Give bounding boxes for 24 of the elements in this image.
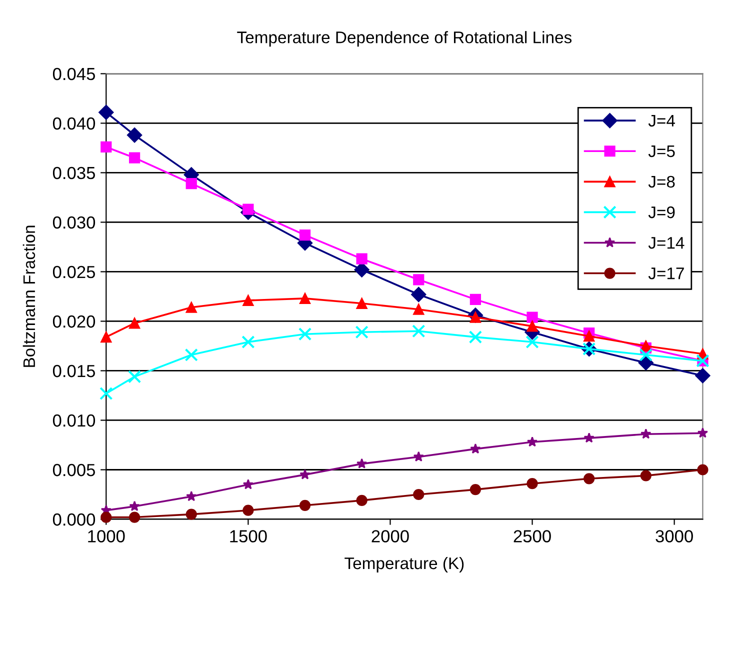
x-axis-title: Temperature (K): [344, 556, 464, 572]
legend-label: J=9: [648, 206, 675, 218]
x-tick-label: 2500: [514, 530, 551, 542]
y-tick-label: 0.025: [52, 266, 95, 278]
legend-label: J=4: [648, 114, 675, 127]
legend-label: J=17: [648, 268, 684, 280]
x-tick-label: 2000: [372, 530, 409, 542]
x-tick-label: 1000: [88, 530, 125, 542]
y-tick-label: 0.045: [52, 68, 95, 80]
legend-label: J=5: [648, 145, 675, 158]
legend-label: J=8: [648, 176, 675, 188]
y-tick-label: 0.000: [52, 513, 96, 526]
x-tick-label: 3000: [656, 530, 693, 542]
y-tick-label: 0.035: [52, 166, 95, 180]
y-tick-label: 0.020: [52, 315, 96, 328]
legend-label: J=14: [648, 237, 684, 249]
y-tick-label: 0.015: [52, 364, 95, 378]
y-tick-label: 0.005: [52, 464, 95, 476]
chart-title: Temperature Dependence of Rotational Lines: [237, 31, 572, 47]
y-tick-label: 0.010: [52, 414, 96, 427]
y-axis-title: Boltzmann Fraction: [22, 226, 36, 367]
y-tick-label: 0.040: [52, 117, 96, 130]
x-tick-label: 1500: [230, 530, 267, 542]
y-tick-label: 0.030: [52, 216, 96, 229]
